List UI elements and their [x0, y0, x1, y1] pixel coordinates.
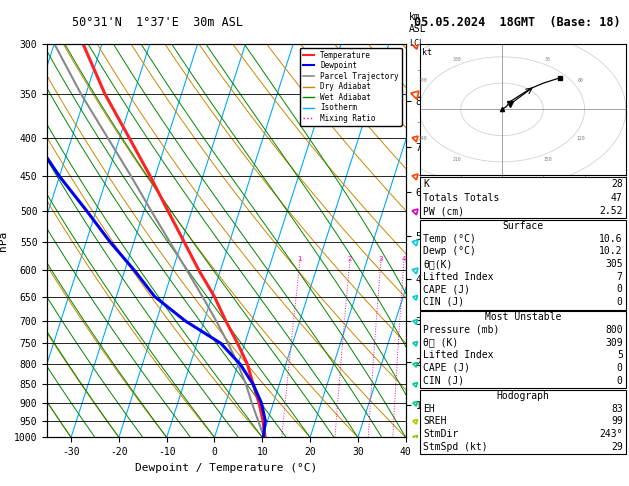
Text: Totals Totals: Totals Totals [423, 193, 499, 203]
Text: Surface: Surface [502, 221, 543, 231]
Text: 150: 150 [543, 157, 552, 162]
Text: km
ASL: km ASL [409, 13, 426, 34]
Text: 5: 5 [617, 350, 623, 360]
Text: CAPE (J): CAPE (J) [423, 284, 470, 294]
Text: © weatheronline.co.uk: © weatheronline.co.uk [470, 440, 575, 449]
Text: 240: 240 [419, 136, 428, 141]
Text: 83: 83 [611, 404, 623, 414]
Text: Lifted Index: Lifted Index [423, 350, 494, 360]
Text: Temp (°C): Temp (°C) [423, 234, 476, 243]
Text: CAPE (J): CAPE (J) [423, 363, 470, 373]
Text: 309: 309 [605, 338, 623, 347]
Text: EH: EH [423, 404, 435, 414]
Text: SREH: SREH [423, 417, 447, 426]
Text: 28: 28 [611, 179, 623, 189]
Text: 47: 47 [611, 193, 623, 203]
Text: 210: 210 [452, 157, 461, 162]
Text: 30: 30 [545, 57, 550, 62]
Text: 60: 60 [578, 78, 584, 83]
Text: kt: kt [421, 48, 431, 57]
Text: 10.6: 10.6 [599, 234, 623, 243]
Text: StmDir: StmDir [423, 429, 459, 439]
Text: 330: 330 [452, 57, 461, 62]
Legend: Temperature, Dewpoint, Parcel Trajectory, Dry Adiabat, Wet Adiabat, Isotherm, Mi: Temperature, Dewpoint, Parcel Trajectory… [299, 48, 402, 126]
Text: θᴄ (K): θᴄ (K) [423, 338, 459, 347]
X-axis label: Dewpoint / Temperature (°C): Dewpoint / Temperature (°C) [135, 463, 318, 473]
Text: StmSpd (kt): StmSpd (kt) [423, 442, 488, 451]
Text: 10.2: 10.2 [599, 246, 623, 256]
Text: 1: 1 [298, 256, 302, 262]
Text: CIN (J): CIN (J) [423, 297, 464, 307]
Text: 7: 7 [617, 272, 623, 281]
Text: 29: 29 [611, 442, 623, 451]
Y-axis label: Mixing Ratio (g/kg): Mixing Ratio (g/kg) [424, 185, 434, 296]
Text: 0: 0 [617, 376, 623, 385]
Text: K: K [423, 179, 429, 189]
Text: 0: 0 [617, 284, 623, 294]
Text: PW (cm): PW (cm) [423, 207, 464, 216]
Text: 99: 99 [611, 417, 623, 426]
Text: LCL: LCL [409, 39, 425, 48]
Text: Pressure (mb): Pressure (mb) [423, 325, 499, 335]
Text: 4: 4 [401, 256, 406, 262]
Text: Most Unstable: Most Unstable [484, 312, 561, 322]
Text: 50°31'N  1°37'E  30m ASL: 50°31'N 1°37'E 30m ASL [72, 16, 243, 29]
Text: 2: 2 [348, 256, 352, 262]
Text: CIN (J): CIN (J) [423, 376, 464, 385]
Text: 2.52: 2.52 [599, 207, 623, 216]
Text: 0: 0 [617, 363, 623, 373]
Text: 05.05.2024  18GMT  (Base: 18): 05.05.2024 18GMT (Base: 18) [414, 16, 620, 29]
Text: Lifted Index: Lifted Index [423, 272, 494, 281]
Text: Dewp (°C): Dewp (°C) [423, 246, 476, 256]
Text: θᴄ(K): θᴄ(K) [423, 259, 453, 269]
Text: 305: 305 [605, 259, 623, 269]
Text: 243°: 243° [599, 429, 623, 439]
Text: 800: 800 [605, 325, 623, 335]
Text: 300: 300 [419, 78, 428, 83]
Text: 3: 3 [379, 256, 383, 262]
Text: 0: 0 [617, 297, 623, 307]
Y-axis label: hPa: hPa [0, 230, 8, 251]
Text: 120: 120 [576, 136, 585, 141]
Text: Hodograph: Hodograph [496, 391, 549, 401]
